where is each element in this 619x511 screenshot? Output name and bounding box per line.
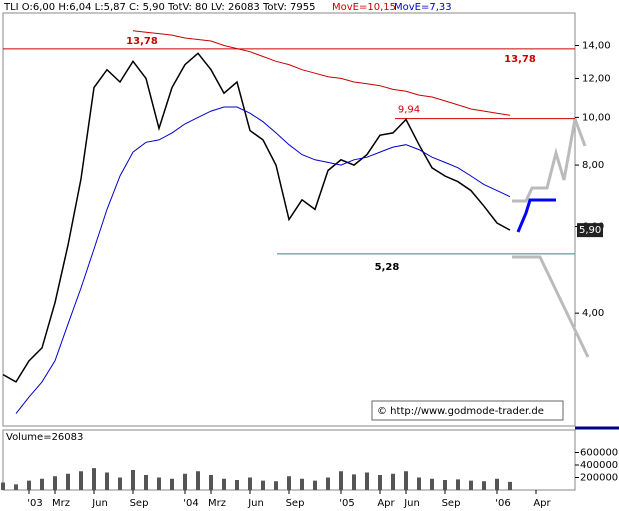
x-tick-label: Sep: [442, 498, 461, 509]
credit: © http://www.godmode-trader.de: [377, 406, 544, 417]
volume-bar: [378, 475, 382, 490]
y-tick-label: 8,00: [582, 160, 604, 171]
series-line: [132, 30, 511, 116]
volume-title: Volume=26083: [6, 432, 83, 443]
volume-tick-label: 600000: [580, 448, 618, 459]
volume-tick-label: 200000: [580, 473, 618, 484]
volume-bar: [27, 480, 31, 490]
volume-bar: [287, 476, 291, 490]
volume-bar: [209, 475, 213, 490]
volume-bar: [105, 472, 109, 490]
volume-bar: [482, 481, 486, 490]
volume-bar: [274, 481, 278, 490]
x-tick-label: Mrz: [52, 498, 70, 509]
volume-bar: [326, 477, 330, 490]
volume-bar: [391, 473, 395, 490]
volume-bar: [300, 478, 304, 490]
x-tick-label: Sep: [130, 498, 149, 509]
last-value-box: [577, 223, 603, 238]
volume-bar: [456, 479, 460, 490]
y-tick-label: 10,00: [582, 112, 611, 123]
volume-bar: [1, 482, 5, 490]
volume-bar: [248, 477, 252, 490]
volume-bar: [261, 480, 265, 490]
volume-bar: [365, 472, 369, 490]
volume-bar: [66, 473, 70, 490]
volume-bar: [313, 480, 317, 490]
x-tick-label: Mrz: [208, 498, 226, 509]
volume-bar: [417, 477, 421, 490]
volume-bar: [118, 477, 122, 490]
y-tick-label: 12,00: [582, 73, 611, 84]
last-value-label: 5,90: [579, 225, 601, 236]
y-tick-label: 14,00: [582, 40, 611, 51]
x-tick-label: '06: [495, 498, 510, 509]
plot-frame: [2, 12, 576, 427]
ma-short-label: MovE=7,33: [394, 2, 452, 13]
level-label: 13,78: [504, 54, 536, 65]
volume-tick-label: 400000: [580, 460, 618, 471]
volume-bar: [53, 476, 57, 490]
volume-bar: [352, 474, 356, 490]
level-label: 5,28: [375, 262, 400, 273]
volume-bar: [469, 480, 473, 490]
volume-bar: [157, 477, 161, 490]
volume-bar: [131, 470, 135, 490]
volume-bar: [443, 480, 447, 490]
level-label: 13,78: [126, 36, 158, 47]
projection-up: [512, 113, 587, 203]
projection-target: [516, 198, 556, 233]
ma-long-label: MovE=10,15: [332, 2, 396, 13]
y-tick-label: 4,00: [582, 308, 604, 319]
volume-bar: [222, 478, 226, 490]
x-tick-label: '03: [27, 498, 42, 509]
volume-bar: [404, 471, 408, 490]
x-tick-label: '05: [339, 498, 354, 509]
volume-bar: [339, 471, 343, 490]
series-line: [2, 52, 511, 383]
volume-bar: [508, 481, 512, 490]
volume-bar: [144, 475, 148, 490]
volume-bar: [170, 478, 174, 490]
volume-bar: [92, 468, 96, 490]
volume-bar: [14, 484, 18, 490]
volume-bar: [430, 478, 434, 490]
volume-bar: [235, 480, 239, 490]
volume-bar: [79, 471, 83, 490]
volume-bar: [183, 473, 187, 490]
x-tick-label: Jun: [403, 498, 420, 509]
projection-down: [512, 255, 590, 358]
x-tick-label: Jun: [247, 498, 264, 509]
x-tick-label: Apr: [533, 498, 551, 509]
volume-bar: [196, 471, 200, 490]
x-tick-label: Jun: [91, 498, 108, 509]
volume-bar: [40, 478, 44, 490]
series-line: [15, 106, 511, 414]
volume-bar: [495, 478, 499, 490]
level-label: 9,94: [398, 105, 420, 116]
quote: TLI O:6,00 H:6,04 L:5,87 C: 5,90 TotV: 8…: [3, 2, 315, 13]
x-tick-label: '04: [183, 498, 198, 509]
x-tick-label: Apr: [377, 498, 395, 509]
credit-box: [371, 400, 564, 421]
x-tick-label: Sep: [286, 498, 305, 509]
